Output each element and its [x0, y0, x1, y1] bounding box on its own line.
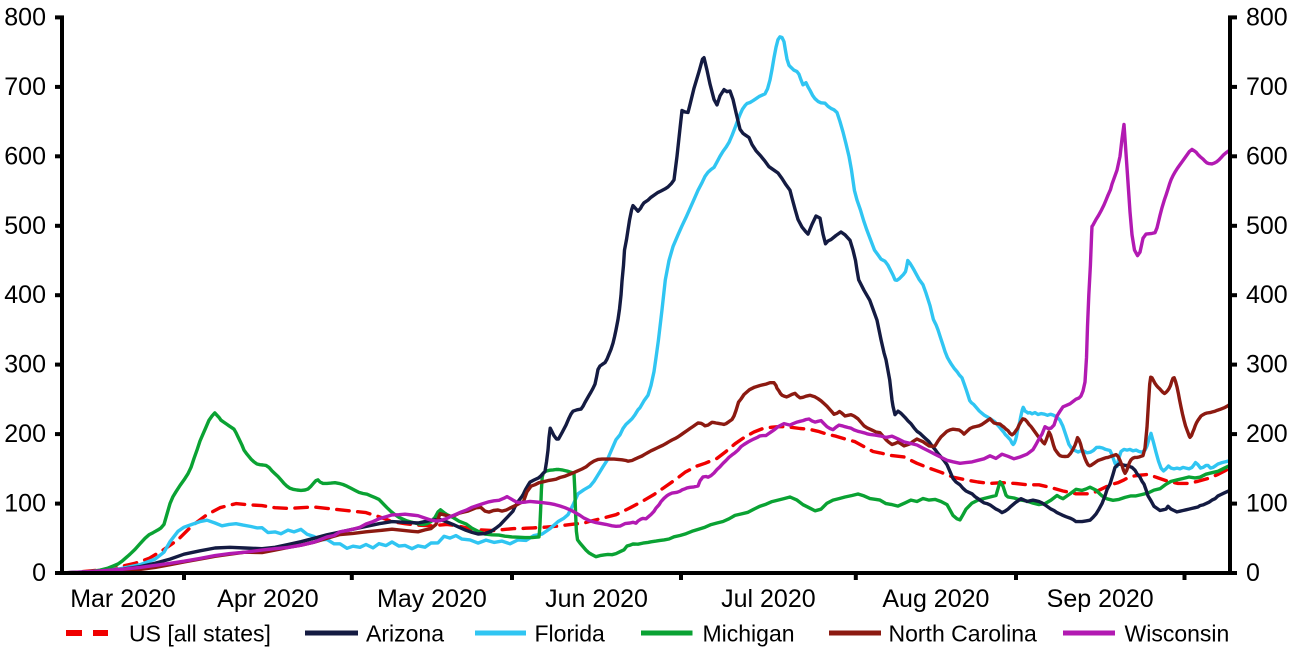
svg-text:Arizona: Arizona	[366, 621, 444, 647]
svg-text:US [all states]: US [all states]	[129, 621, 271, 647]
svg-text:200: 200	[4, 420, 46, 448]
svg-text:0: 0	[1246, 559, 1260, 587]
svg-text:300: 300	[1246, 351, 1288, 379]
svg-text:Wisconsin: Wisconsin	[1125, 621, 1230, 647]
svg-text:100: 100	[1246, 490, 1288, 518]
svg-text:300: 300	[4, 351, 46, 379]
svg-text:Aug 2020: Aug 2020	[882, 585, 989, 613]
svg-text:600: 600	[1246, 142, 1288, 170]
svg-text:Michigan: Michigan	[703, 621, 795, 647]
svg-text:North Carolina: North Carolina	[889, 621, 1037, 647]
svg-text:May 2020: May 2020	[377, 585, 487, 613]
svg-text:100: 100	[4, 490, 46, 518]
svg-text:Sep 2020: Sep 2020	[1047, 585, 1154, 613]
svg-text:700: 700	[1246, 73, 1288, 101]
svg-text:500: 500	[4, 212, 46, 240]
svg-text:400: 400	[4, 281, 46, 309]
svg-text:800: 800	[1246, 3, 1288, 31]
svg-text:500: 500	[1246, 212, 1288, 240]
svg-text:Mar 2020: Mar 2020	[70, 585, 176, 613]
svg-text:Apr 2020: Apr 2020	[217, 585, 318, 613]
svg-text:200: 200	[1246, 420, 1288, 448]
svg-text:0: 0	[32, 559, 46, 587]
svg-text:800: 800	[4, 3, 46, 31]
svg-text:600: 600	[4, 142, 46, 170]
svg-text:400: 400	[1246, 281, 1288, 309]
svg-text:700: 700	[4, 73, 46, 101]
svg-text:Jul 2020: Jul 2020	[721, 585, 816, 613]
svg-text:Florida: Florida	[535, 621, 606, 647]
svg-text:Jun 2020: Jun 2020	[545, 585, 648, 613]
